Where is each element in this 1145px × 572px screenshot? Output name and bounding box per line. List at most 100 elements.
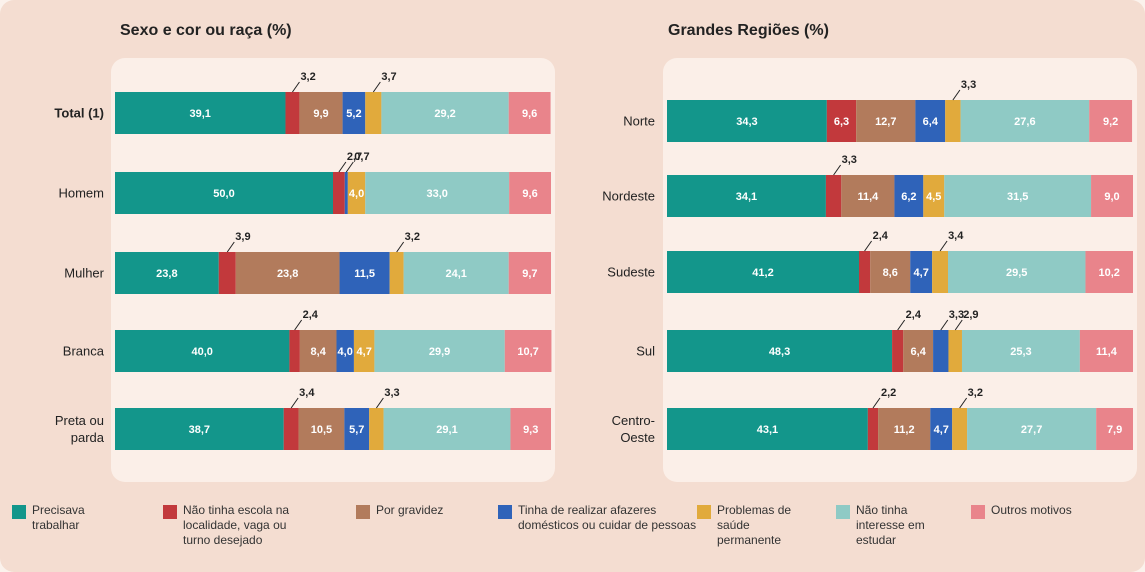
value-label: 3,3 [949,309,964,321]
category-label: Preta ou parda [54,413,104,445]
category-label: Nordeste [602,188,655,204]
bar-segment [285,92,300,134]
bar-segment [339,252,390,294]
legend-swatch [971,505,985,519]
bar-segment [667,100,827,142]
category-label: Homem [58,185,104,201]
bar-segment [336,330,354,372]
bar-segment [858,251,871,293]
value-label: 8,6 [883,267,898,279]
bar-segment [825,175,842,217]
bar-segment [923,175,945,217]
bar-segment [333,172,345,214]
bar-segment [508,92,551,134]
value-label: 3,2 [300,71,315,83]
bar-segment [283,408,299,450]
value-label: 2,4 [303,309,319,321]
bar-segment [870,251,911,293]
legend-swatch [697,505,711,519]
callout-line [864,240,872,252]
value-label: 2,2 [881,387,896,399]
legend-label: Não tinha interesse em estudar [856,503,925,547]
value-label: 29,5 [1006,267,1027,279]
value-label: 8,4 [311,346,327,358]
chart-title: Sexo e cor ou raça (%) [120,22,292,39]
bar-segment [504,330,552,372]
legend-swatch [12,505,26,519]
value-label: 9,3 [523,424,538,436]
value-label: 2,4 [873,230,889,242]
bar-segment [967,408,1097,450]
value-label: 3,4 [299,387,315,399]
callout-line [940,319,949,331]
value-label: 11,4 [857,191,879,203]
legend-swatch [163,505,177,519]
bar-segment [115,252,219,294]
value-label: 3,9 [235,231,250,243]
callout-line [294,319,303,331]
callout-line [375,397,384,409]
bar-segment [218,252,236,294]
callout-line [292,81,300,93]
bar-segment [826,100,857,142]
value-label: 2,4 [906,309,922,321]
bar-segment [344,172,348,214]
value-label: 29,1 [436,424,457,436]
bar-segment [915,100,946,142]
bar-segment [903,330,934,372]
value-label: 3,3 [842,154,857,166]
bar-segment [667,175,826,217]
value-label: 41,2 [752,267,773,279]
callout-line [959,397,968,409]
value-label: 10,2 [1099,267,1120,279]
bar-segment [841,175,895,217]
value-label: 29,2 [434,108,455,120]
bar-segment [952,408,968,450]
value-label: 33,0 [426,188,447,200]
bar-segment [389,252,404,294]
value-label: 2,7 [347,151,362,163]
bar-segment [365,172,510,214]
value-label: 50,0 [213,188,234,200]
value-label: 34,1 [736,191,757,203]
callout-line [396,241,405,253]
bar-segment [510,408,551,450]
value-label: 11,5 [354,268,375,280]
bar-segment [960,100,1090,142]
bar-segment [933,330,949,372]
bar-segment [299,92,343,134]
category-label: Centro-Oeste [611,413,655,445]
category-label: Total (1) [54,105,104,121]
bar-segment [1089,100,1133,142]
bar-segment [961,330,1080,372]
callout-line [338,161,347,173]
value-label: 25,3 [1010,346,1031,358]
value-label: 2,9 [963,309,978,321]
bar-segment [365,92,382,134]
bar-segment [381,92,509,134]
value-label: 7,9 [1107,424,1122,436]
value-label: 27,6 [1014,116,1035,128]
legend-label: Tinha de realizar afazeres domésticos ou… [518,503,697,532]
bar-segment [892,330,904,372]
legend-label: Precisava trabalhar [32,503,85,532]
bar-segment [930,408,953,450]
category-label: Branca [62,343,104,359]
value-label: 4,7 [357,346,372,358]
value-label: 11,2 [894,424,915,436]
bar-segment [1079,330,1133,372]
legend-label: Problemas de saúde permanente [717,503,792,547]
value-label: 34,3 [736,116,757,128]
callout-line [290,397,299,409]
category-label: Mulher [64,265,104,281]
callout-line [345,161,354,173]
bar-segment [115,408,284,450]
legend-swatch [498,505,512,519]
bar-segment [235,252,340,294]
bar-segment [878,408,931,450]
value-label: 0,7 [354,151,369,163]
callout-line [833,164,842,176]
value-label: 23,8 [277,268,298,280]
value-label: 5,7 [349,424,364,436]
